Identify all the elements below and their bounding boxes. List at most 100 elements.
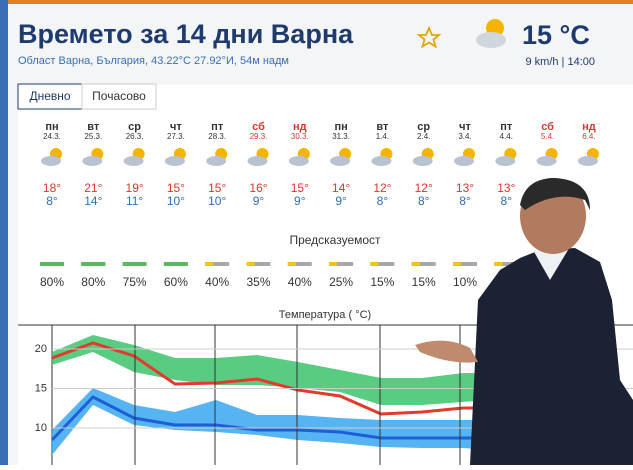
- predictability-bar: [287, 262, 312, 266]
- days: пн24.3.18°8°80%вт25.3.21°14°80%ср26.3.19…: [40, 121, 599, 289]
- presenter: [415, 178, 633, 465]
- predictability-accent: [453, 262, 461, 266]
- min-line: [50, 395, 490, 442]
- max-temp: 21°: [84, 181, 102, 195]
- weather-icon-cloud: [206, 156, 227, 166]
- day-date: 28.3.: [208, 132, 226, 141]
- day-name: пт: [500, 121, 513, 133]
- day-name: сб: [252, 121, 265, 133]
- day-name: пн: [45, 121, 58, 133]
- weather-icon-cloud: [41, 156, 61, 166]
- predictability-bar: [453, 262, 477, 266]
- max-temp: 15°: [167, 181, 185, 195]
- predictability-bar: [370, 262, 395, 266]
- predictability: 40%: [205, 275, 229, 289]
- day-date: 6.4.: [582, 132, 595, 141]
- predictability-accent: [205, 262, 214, 266]
- predictability: 35%: [246, 275, 270, 289]
- day-date: 3.4.: [458, 132, 471, 141]
- day-date: 31.3.: [332, 132, 350, 141]
- page-title: Времето за 14 дни Варна: [18, 19, 354, 49]
- min-temp: 11°: [126, 194, 143, 208]
- top-strip: [0, 0, 633, 4]
- day-date: 29.3.: [250, 132, 268, 141]
- day-name: вт: [376, 121, 389, 133]
- predictability: 40%: [288, 275, 312, 289]
- favorite-star[interactable]: [416, 25, 442, 49]
- weather-icon-cloud: [330, 156, 351, 166]
- max-temp: 19°: [126, 181, 144, 195]
- predictability-bar: [205, 262, 230, 266]
- max-temp: 12°: [415, 181, 433, 195]
- current-temp: 15 °C: [522, 20, 590, 50]
- predictability: 80%: [81, 275, 105, 289]
- tab[interactable]: Дневно: [29, 89, 70, 103]
- predictability-bar: [163, 262, 188, 266]
- weather-icon-cloud: [577, 156, 598, 166]
- predictability: 15%: [412, 275, 436, 289]
- min-temp: 14°: [84, 194, 102, 208]
- min-temp: 8°: [459, 194, 471, 208]
- day-date: 2.4.: [417, 132, 430, 141]
- day-name: ср: [128, 121, 141, 133]
- day-name: чт: [170, 121, 182, 133]
- predictability-accent: [494, 262, 503, 266]
- day-name: пт: [211, 121, 224, 133]
- predictability-accent: [287, 262, 296, 266]
- day-date: 24.3.: [43, 132, 61, 141]
- min-temp: 10°: [167, 194, 185, 208]
- y-tick-label: 15: [35, 382, 47, 394]
- weather-icon-cloud: [412, 156, 433, 166]
- y-tick-label: 10: [35, 422, 47, 434]
- max-temp: 15°: [291, 181, 309, 195]
- min-temp: 8°: [418, 194, 430, 208]
- day-date: 4.4.: [500, 132, 513, 141]
- min-temp: 8°: [46, 194, 58, 208]
- day-name: нд: [582, 121, 596, 133]
- max-temp: 15°: [208, 181, 226, 195]
- weather-icon-cloud: [82, 156, 103, 166]
- predictability-accent: [40, 262, 48, 266]
- max-temp: 16°: [249, 181, 267, 195]
- day-name: сб: [541, 121, 554, 133]
- location: Област Варна, България, 43.22°С 27.92°И,…: [18, 55, 289, 67]
- max-line: [51, 341, 490, 416]
- weather-icon-cloud: [164, 156, 185, 166]
- predictability-bar: [122, 262, 147, 266]
- predictability-bar: [329, 262, 354, 266]
- predictability-accent: [163, 262, 172, 266]
- weather-icon-cloud: [288, 156, 309, 166]
- weather-icon-cloud: [454, 156, 474, 166]
- max-temp: 12°: [373, 181, 391, 195]
- day-date: 1.4.: [376, 132, 389, 141]
- predictability-bar: [494, 262, 519, 266]
- predictability: 25%: [329, 275, 353, 289]
- day-date: 5.4.: [541, 132, 554, 141]
- day-name: пн: [334, 121, 347, 133]
- wind-time: 9 km/h | 14:00: [525, 56, 595, 68]
- predictability: 60%: [164, 275, 188, 289]
- day-name: вт: [87, 121, 100, 133]
- predictability-bar: [40, 262, 64, 266]
- predictability-accent: [246, 262, 255, 266]
- tab[interactable]: Почасово: [92, 89, 146, 103]
- weather-icon-cloud: [123, 156, 144, 166]
- day-date: 25.3.: [84, 132, 102, 141]
- predictability-accent: [370, 262, 379, 266]
- predictability: 10%: [453, 275, 477, 289]
- predictability-title: Предсказуемост: [289, 233, 381, 247]
- max-temp: 13°: [456, 181, 474, 195]
- tab-inactive[interactable]: [81, 83, 157, 110]
- chart-title: Температура ( °C): [279, 309, 371, 321]
- predictability: 15%: [370, 275, 394, 289]
- day-name: нд: [293, 121, 307, 133]
- predictability-bar: [81, 262, 106, 266]
- min-temp: 10°: [208, 194, 226, 208]
- min-temp: 8°: [501, 194, 513, 208]
- predictability-accent: [329, 262, 338, 266]
- min-temp: 9°: [253, 194, 265, 208]
- predictability: 75%: [123, 275, 147, 289]
- y-tick-label: 20: [35, 343, 47, 355]
- day-date: 30.3.: [291, 132, 309, 141]
